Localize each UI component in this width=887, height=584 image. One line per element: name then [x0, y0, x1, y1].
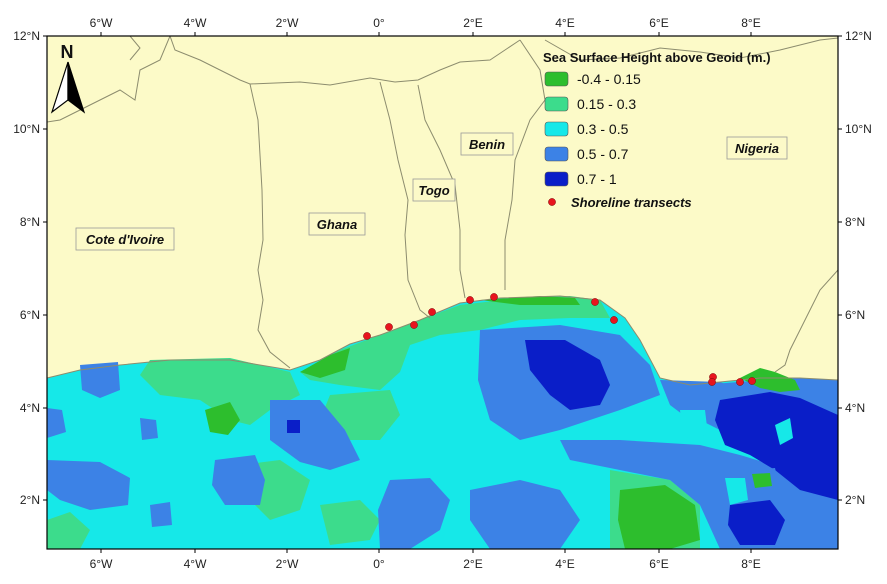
transect-point — [466, 296, 474, 304]
country-label-togo: Togo — [418, 183, 449, 198]
tick-label: 4°E — [555, 557, 574, 571]
tick-label: 8°E — [741, 557, 760, 571]
tick-label: 2°E — [463, 557, 482, 571]
tick-label: 8°N — [845, 215, 865, 229]
tick-label: 4°N — [845, 401, 865, 415]
legend-swatch — [544, 71, 569, 87]
legend-label: 0.3 - 0.5 — [577, 121, 629, 137]
tick-label: 6°W — [90, 557, 113, 571]
legend-label: 0.7 - 1 — [577, 171, 617, 187]
map-frame — [46, 35, 839, 550]
country-label-nigeria: Nigeria — [735, 141, 779, 156]
left-tick-labels: 12°N 10°N 8°N 6°N 4°N 2°N — [13, 29, 40, 507]
top-tick-labels: 6°W 4°W 2°W 0° 2°E 4°E 6°E 8°E — [90, 16, 761, 30]
legend-swatch — [544, 146, 569, 162]
tick-label: 6°E — [649, 16, 668, 30]
legend-transect-marker — [548, 198, 556, 206]
bottom-tick-labels: 6°W 4°W 2°W 0° 2°E 4°E 6°E 8°E — [90, 557, 761, 571]
country-borders — [47, 36, 838, 373]
tick-label: 0° — [373, 557, 385, 571]
tick-label: 12°N — [13, 29, 40, 43]
transect-point — [610, 316, 618, 324]
tick-label: 10°N — [845, 122, 872, 136]
shoreline-transects — [363, 293, 756, 386]
tick-label: 4°W — [184, 16, 207, 30]
country-labels: Cote d'Ivoire Ghana Togo Benin Nigeria — [75, 132, 788, 251]
transect-point — [385, 323, 393, 331]
tick-label: 10°N — [13, 122, 40, 136]
legend-label: -0.4 - 0.15 — [577, 71, 641, 87]
legend-label: 0.15 - 0.3 — [577, 96, 636, 112]
tick-label: 6°E — [649, 557, 668, 571]
tick-label: 8°E — [741, 16, 760, 30]
tick-label: 8°N — [20, 215, 40, 229]
transect-point — [748, 377, 756, 385]
transect-point — [708, 378, 716, 386]
tick-label: 6°N — [845, 308, 865, 322]
delta-coast — [740, 368, 800, 392]
tick-marks — [43, 32, 842, 553]
north-arrow: N — [50, 42, 86, 114]
legend: Sea Surface Height above Geoid (m.) -0.4… — [543, 50, 771, 210]
legend-swatch — [544, 171, 569, 187]
transect-point — [490, 293, 498, 301]
tick-label: 6°N — [20, 308, 40, 322]
ssh-raster — [47, 296, 838, 549]
tick-label: 2°N — [20, 493, 40, 507]
country-label-ghana: Ghana — [317, 217, 357, 232]
tick-label: 6°W — [90, 16, 113, 30]
transect-point — [428, 308, 436, 316]
country-label-cote-divoire: Cote d'Ivoire — [86, 232, 164, 247]
tick-label: 4°W — [184, 557, 207, 571]
north-label: N — [61, 42, 74, 62]
tick-label: 2°W — [276, 16, 299, 30]
tick-label: 4°N — [20, 401, 40, 415]
legend-title: Sea Surface Height above Geoid (m.) — [543, 50, 771, 65]
tick-label: 12°N — [845, 29, 872, 43]
transect-point — [591, 298, 599, 306]
tick-label: 0° — [373, 16, 385, 30]
legend-swatch — [544, 96, 569, 112]
tick-label: 2°W — [276, 557, 299, 571]
legend-swatch — [544, 121, 569, 137]
coastline — [47, 295, 838, 386]
transect-point — [363, 332, 371, 340]
tick-label: 2°N — [845, 493, 865, 507]
tick-label: 4°E — [555, 16, 574, 30]
tick-label: 2°E — [463, 16, 482, 30]
country-label-benin: Benin — [469, 137, 505, 152]
right-tick-labels: 12°N 10°N 8°N 6°N 4°N 2°N — [845, 29, 872, 507]
transect-point — [736, 378, 744, 386]
legend-transects-label: Shoreline transects — [571, 195, 692, 210]
legend-label: 0.5 - 0.7 — [577, 146, 629, 162]
transect-point — [410, 321, 418, 329]
